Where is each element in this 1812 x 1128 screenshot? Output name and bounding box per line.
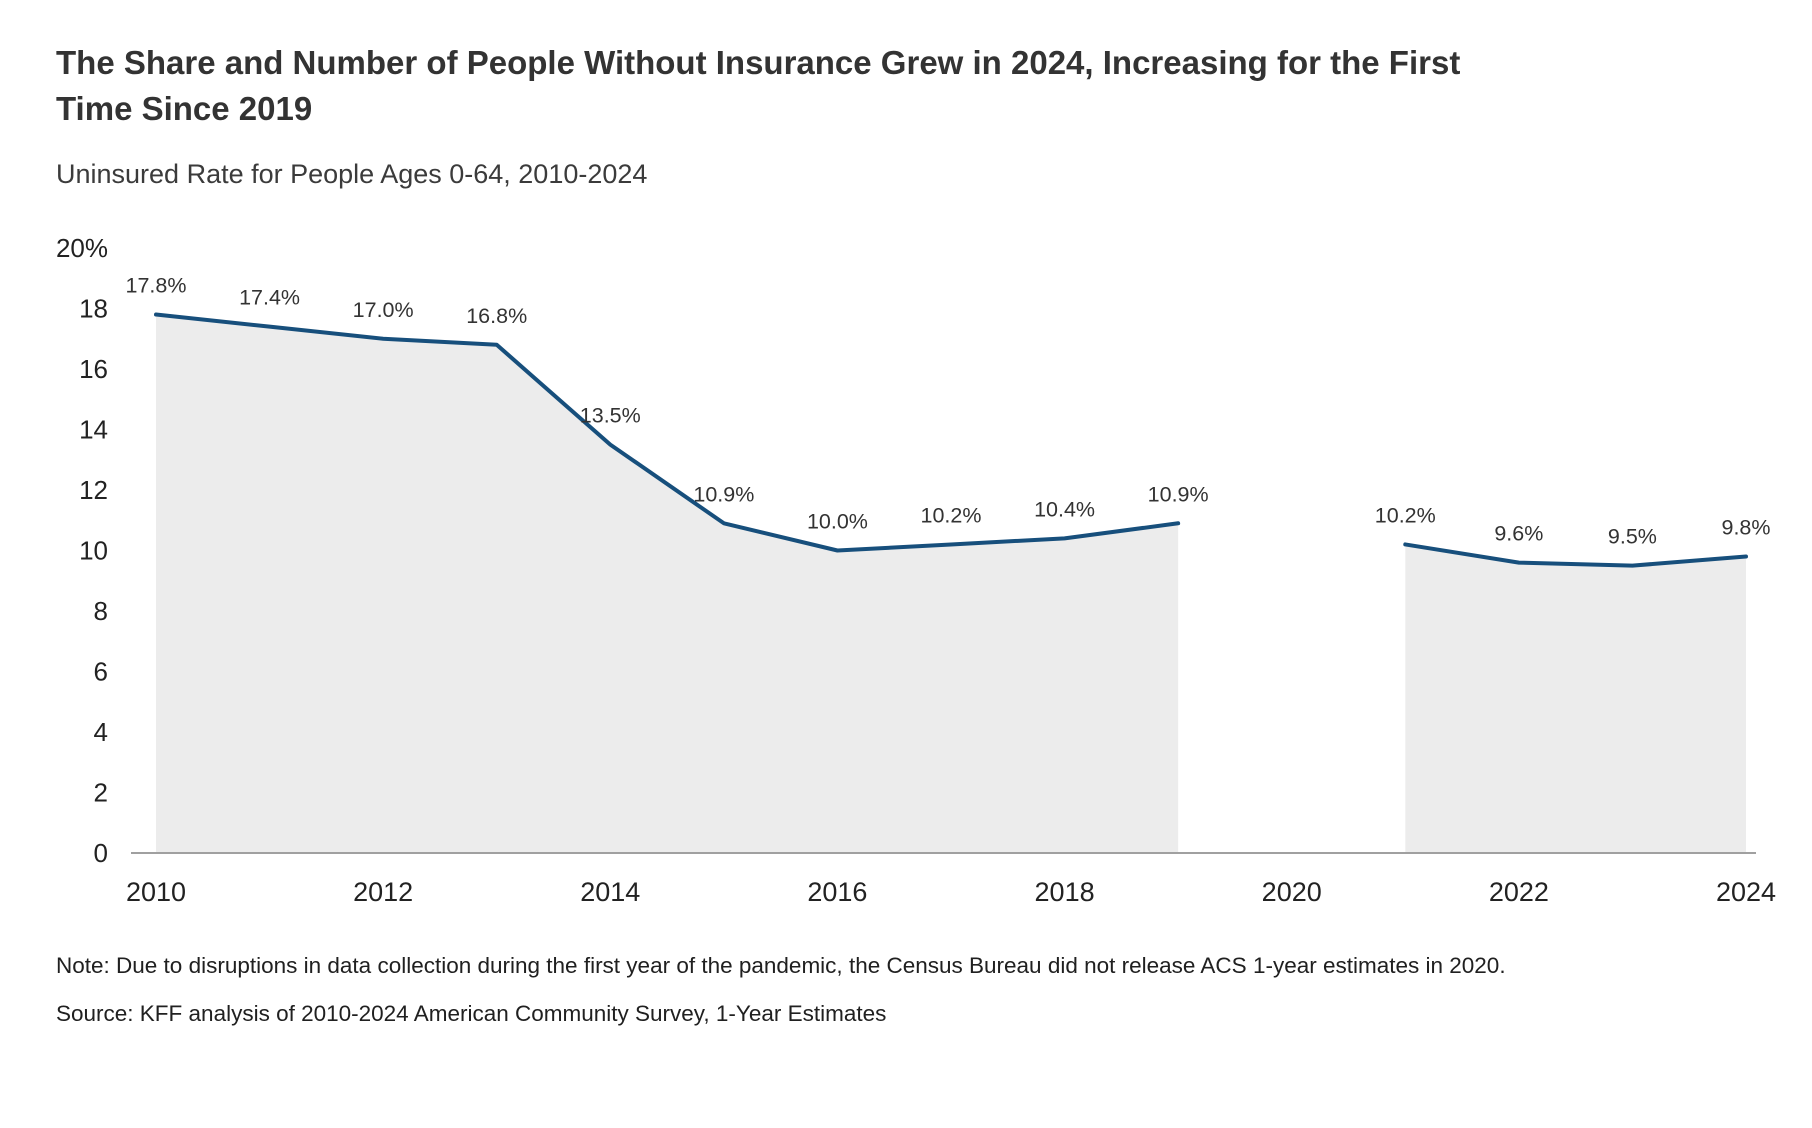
x-tick-label: 2012: [353, 877, 413, 907]
y-tick-label: 10: [79, 536, 108, 566]
data-point-label: 16.8%: [466, 304, 527, 328]
chart-title: The Share and Number of People Without I…: [56, 44, 1461, 127]
y-tick-label: 4: [94, 717, 108, 747]
x-tick-label: 2020: [1262, 877, 1322, 907]
chart-note: Note: Due to disruptions in data collect…: [56, 953, 1506, 979]
data-point-label: 10.2%: [1375, 504, 1436, 528]
area-fill: [156, 314, 1179, 854]
x-tick-label: 2022: [1489, 877, 1549, 907]
chart-area: 0 2 4 6 8 10 12 14 16 18 20% 2010 2012 2014 2016 2018 20…: [56, 218, 1776, 918]
data-point-label: 10.9%: [693, 482, 754, 506]
x-tick-label: 2018: [1035, 877, 1095, 907]
x-tick-label: 2024: [1716, 877, 1776, 907]
x-tick-label: 2014: [580, 877, 640, 907]
y-tick-label: 16: [79, 354, 108, 384]
y-tick-label: 14: [79, 415, 108, 445]
data-point-label: 17.4%: [239, 286, 300, 310]
data-point-label: 10.4%: [1034, 497, 1095, 521]
x-tick-label: 2010: [126, 877, 186, 907]
data-point-label: 10.0%: [807, 510, 868, 534]
chart-footer: Note: Due to disruptions in data collect…: [56, 950, 1756, 1029]
y-tick-label: 12: [79, 475, 108, 505]
area-fill: [1405, 544, 1746, 854]
chart-source: Source: KFF analysis of 2010-2024 Americ…: [56, 1000, 887, 1026]
data-point-label: 9.8%: [1721, 516, 1770, 540]
y-tick-label: 8: [94, 596, 108, 626]
y-tick-label: 0: [94, 838, 108, 868]
x-tick-label: 2016: [807, 877, 867, 907]
series-line: [154, 312, 1181, 553]
data-point-label: 17.0%: [353, 298, 414, 322]
uninsured-rate-line-chart: 0 2 4 6 8 10 12 14 16 18 20% 2010 2012 2014 2016 2018 20…: [56, 233, 1776, 907]
data-point-label: 9.5%: [1608, 525, 1657, 549]
y-tick-label: 20%: [56, 233, 108, 263]
chart-subtitle: Uninsured Rate for People Ages 0-64, 201…: [56, 159, 648, 190]
data-point-label: 13.5%: [580, 404, 641, 428]
y-tick-label: 2: [94, 778, 108, 808]
series-line: [1403, 542, 1748, 568]
y-tick-label: 6: [94, 657, 108, 687]
data-point-label: 9.6%: [1494, 522, 1543, 546]
data-point-label: 10.2%: [921, 504, 982, 528]
y-tick-label: 18: [79, 294, 108, 324]
data-point-label: 17.8%: [126, 274, 187, 298]
data-point-label: 10.9%: [1148, 482, 1209, 506]
